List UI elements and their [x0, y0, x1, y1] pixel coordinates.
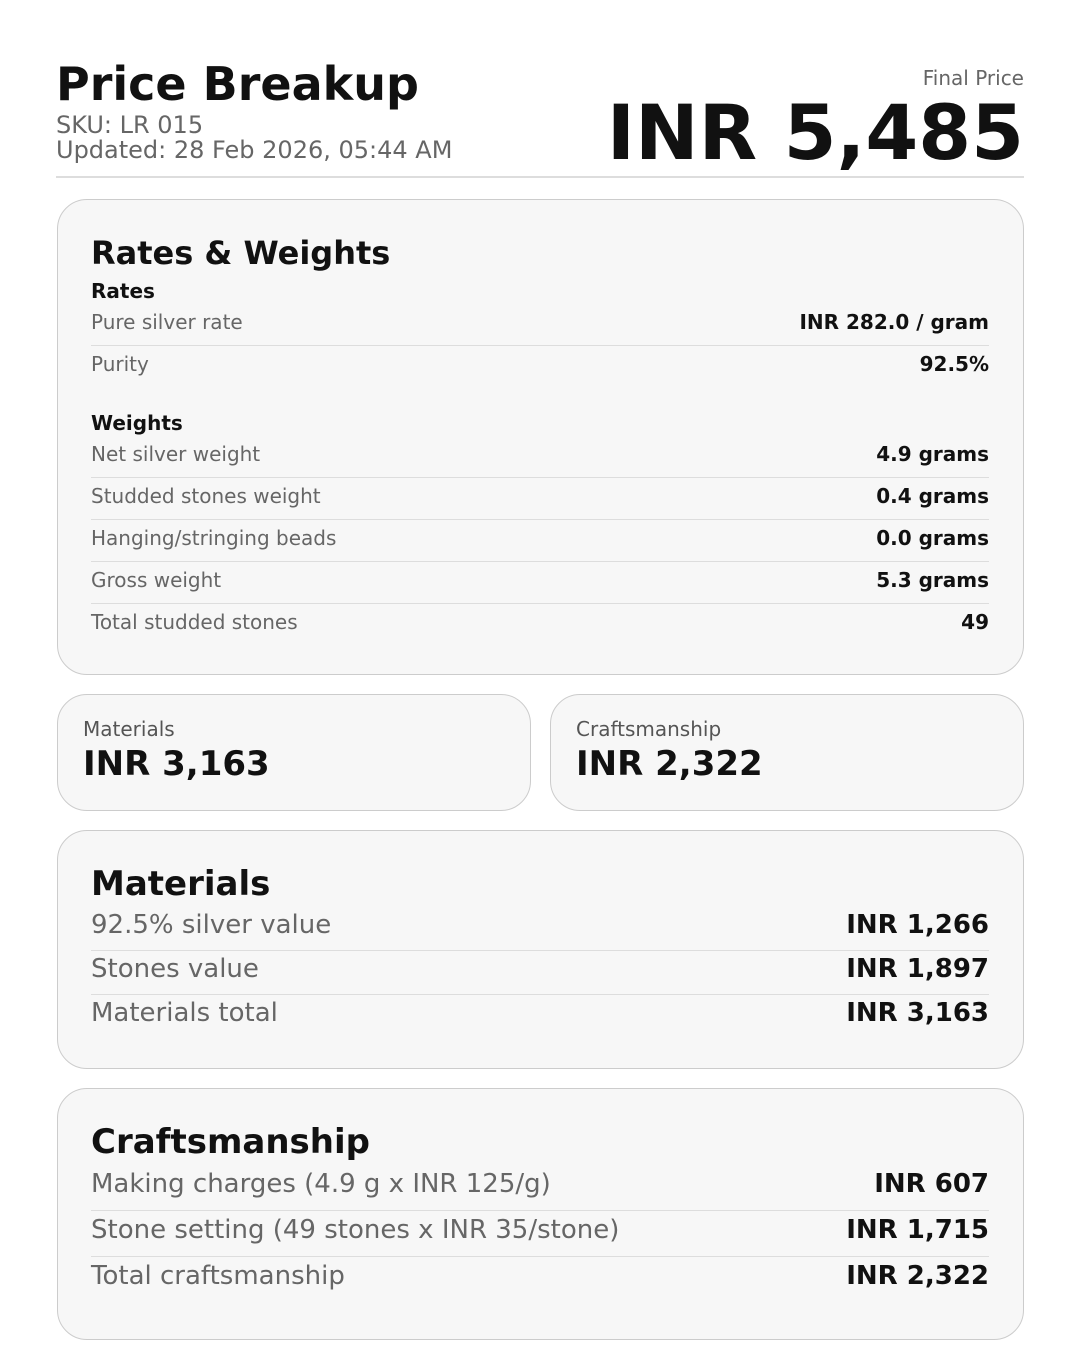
list-item: Studded stones weight 0.4 grams — [91, 478, 989, 520]
page-title: Price Breakup — [56, 57, 419, 111]
list-item: Purity 92.5% — [91, 346, 989, 388]
list-item: Total craftsmanship INR 2,322 — [91, 1257, 989, 1303]
row-value: INR 2,322 — [846, 1261, 989, 1291]
row-value: 4.9 grams — [876, 441, 989, 466]
card-title: Rates & Weights — [91, 234, 391, 272]
row-label: Studded stones weight — [91, 483, 321, 508]
row-label: Making charges (4.9 g x INR 125/g) — [91, 1168, 551, 1199]
rates-heading: Rates — [91, 279, 155, 303]
list-item: Gross weight 5.3 grams — [91, 562, 989, 604]
row-label: 92.5% silver value — [91, 909, 332, 940]
row-label: Total studded stones — [91, 610, 298, 634]
row-label: Gross weight — [91, 567, 222, 592]
list-item: Hanging/stringing beads 0.0 grams — [91, 520, 989, 562]
row-value: 92.5% — [919, 352, 989, 376]
list-item: 92.5% silver value INR 1,266 — [91, 907, 989, 951]
summary-label: Materials — [83, 717, 175, 741]
materials-list: 92.5% silver value INR 1,266 Stones value… — [91, 907, 989, 1039]
row-value: INR 1,897 — [846, 953, 989, 984]
list-item: Stone setting (49 stones x INR 35/stone)… — [91, 1211, 989, 1257]
row-value: INR 282.0 / gram — [799, 309, 989, 334]
card-title: Materials — [91, 864, 271, 904]
row-label: Stone setting (49 stones x INR 35/stone) — [91, 1214, 620, 1245]
row-value: INR 1,715 — [846, 1214, 989, 1245]
list-item: Making charges (4.9 g x INR 125/g) INR 60… — [91, 1165, 989, 1211]
row-value: 0.4 grams — [876, 483, 989, 508]
row-value: 5.3 grams — [876, 567, 989, 592]
craftsmanship-card: Craftsmanship Making charges (4.9 g x IN… — [57, 1088, 1024, 1340]
materials-card: Materials 92.5% silver value INR 1,266 St… — [57, 830, 1024, 1069]
row-value: INR 3,163 — [846, 998, 989, 1028]
weights-list: Net silver weight 4.9 grams Studded stone… — [91, 436, 989, 646]
list-item: Materials total INR 3,163 — [91, 995, 989, 1039]
row-label: Stones value — [91, 953, 259, 984]
card-title: Craftsmanship — [91, 1122, 370, 1162]
rates-list: Pure silver rate INR 282.0 / gram Purity 9… — [91, 304, 989, 388]
final-price-label: Final Price — [922, 66, 1024, 90]
updated-timestamp: Updated: 28 Feb 2026, 05:44 AM — [56, 136, 453, 164]
list-item: Stones value INR 1,897 — [91, 951, 989, 995]
craftsmanship-summary-card: Craftsmanship INR 2,322 — [550, 694, 1024, 811]
summary-label: Craftsmanship — [576, 717, 722, 741]
final-price-value: INR 5,485 — [606, 88, 1024, 177]
list-item: Pure silver rate INR 282.0 / gram — [91, 304, 989, 346]
summary-value: INR 3,163 — [83, 744, 270, 784]
row-label: Purity — [91, 352, 149, 376]
row-label: Total craftsmanship — [91, 1261, 345, 1291]
weights-heading: Weights — [91, 411, 183, 435]
list-item: Net silver weight 4.9 grams — [91, 436, 989, 478]
list-item: Total studded stones 49 — [91, 604, 989, 646]
row-label: Net silver weight — [91, 441, 261, 466]
craftsmanship-list: Making charges (4.9 g x INR 125/g) INR 60… — [91, 1165, 989, 1303]
row-label: Pure silver rate — [91, 309, 243, 334]
row-label: Hanging/stringing beads — [91, 525, 337, 550]
row-label: Materials total — [91, 998, 278, 1028]
divider — [56, 176, 1024, 178]
summary-value: INR 2,322 — [576, 744, 763, 784]
rates-weights-card: Rates & Weights Rates Pure silver rate IN… — [57, 199, 1024, 675]
row-value: INR 607 — [874, 1168, 989, 1199]
row-value: 0.0 grams — [876, 525, 989, 550]
sku: SKU: LR 015 — [56, 111, 204, 139]
materials-summary-card: Materials INR 3,163 — [57, 694, 531, 811]
row-value: 49 — [961, 610, 989, 634]
row-value: INR 1,266 — [846, 909, 989, 940]
